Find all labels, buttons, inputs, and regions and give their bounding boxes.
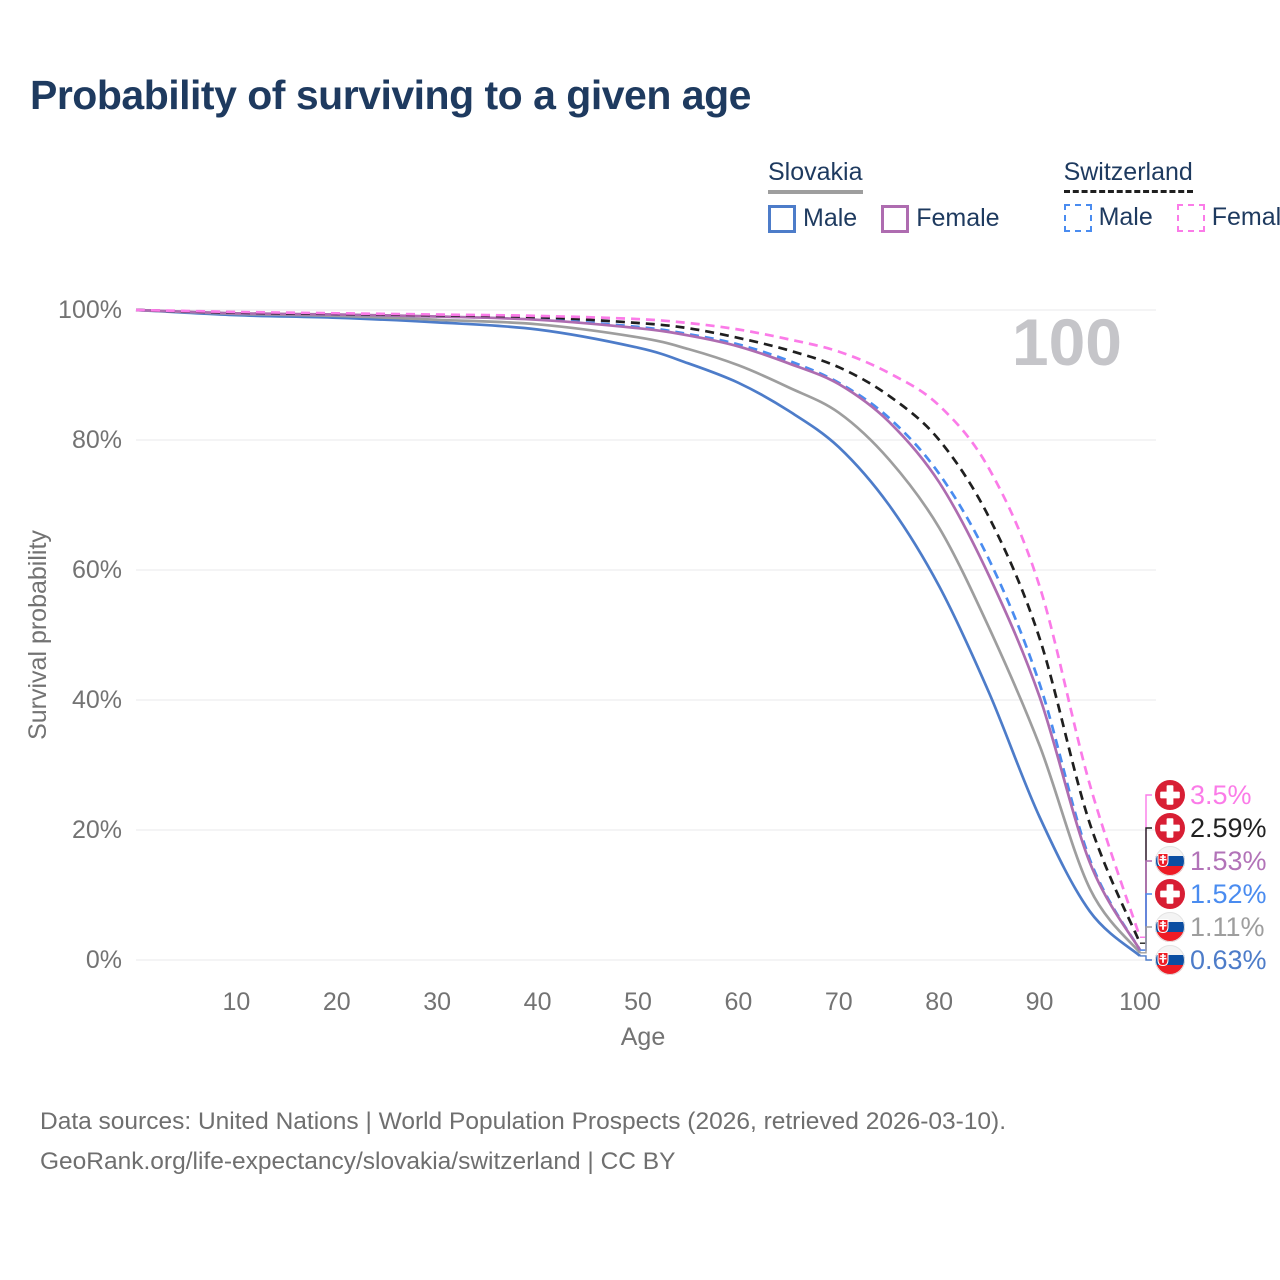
y-tick-label: 100% [58,296,122,324]
end-label-slovakia-both-sexes: 1.11% [1139,912,1265,954]
switzerland-flag-icon [1155,780,1185,810]
x-tick-label: 20 [323,988,351,1016]
slovakia-flag-icon [1155,912,1185,942]
legend-group-slovakia: Slovakia Male Female [768,158,1000,233]
y-tick-label: 60% [72,556,122,584]
chart-title: Probability of surviving to a given age [30,72,751,118]
gridlines: 0% 20% 40% 60% 80% 100% 10 20 30 40 50 60 70 80 90 100 [58,296,1161,1016]
legend-items-slovakia: Male Female [768,204,1000,233]
switzerland-flag-icon [1155,879,1185,909]
end-label-switzerland-male: 1.52% [1139,879,1267,951]
y-axis-title: Survival probability [24,530,52,740]
x-axis-title: Age [621,1023,665,1051]
legend-group-switzerland: Switzerland Male Female [1063,158,1280,233]
line-slovakia-male [135,308,1141,957]
end-label-switzerland-both-sexes: 2.59% [1139,813,1267,944]
x-tick-label: 50 [624,988,652,1016]
end-value-text: 2.59% [1190,813,1267,843]
legend-item-slovakia-male[interactable]: Male [768,204,857,233]
switzerland-flag-icon [1155,813,1185,843]
switzerland-female-swatch-icon [1176,203,1205,232]
leader-line [1139,893,1152,951]
slovakia-flag-icon [1155,846,1185,876]
x-tick-label: 30 [423,988,451,1016]
footer-data-sources: Data sources: United Nations | World Pop… [40,1108,1007,1135]
series-curves [135,308,1142,957]
y-tick-label: 0% [86,946,122,974]
legend-country-switzerland[interactable]: Switzerland [1063,158,1193,193]
x-tick-label: 90 [1026,988,1054,1016]
x-tick-label: 40 [524,988,552,1016]
legend-label-switzerland-male: Male [1098,203,1153,231]
legend-item-switzerland-male[interactable]: Male [1063,203,1153,232]
line-slovakia-both-sexes [135,308,1142,954]
slovakia-female-swatch-icon [881,204,910,233]
legend: Slovakia Male Female Switzerland Male [768,158,1280,233]
end-value-text: 1.53% [1190,846,1267,876]
x-tick-label: 80 [925,988,953,1016]
legend-item-switzerland-female[interactable]: Female [1176,203,1280,232]
end-label-slovakia-female: 1.53% [1139,846,1267,951]
x-tick-label: 60 [724,988,752,1016]
legend-label-slovakia-male: Male [803,204,858,232]
legend-label-slovakia-female: Female [916,204,1000,232]
end-value-labels: 3.5%2.59%1.53%1.52%1.11%0.63% [1139,780,1267,975]
y-tick-label: 40% [72,686,122,714]
legend-country-slovakia[interactable]: Slovakia [768,158,863,194]
slovakia-flag-icon [1155,945,1185,975]
leader-line [1139,955,1152,961]
end-value-text: 1.11% [1190,912,1265,942]
slovakia-male-swatch-icon [768,204,796,233]
x-tick-label: 10 [222,988,250,1016]
end-value-text: 0.63% [1190,945,1267,975]
end-value-text: 1.52% [1190,879,1267,909]
end-label-switzerland-female: 3.5% [1139,780,1252,938]
leader-line [1139,926,1152,954]
legend-items-switzerland: Male Female [1063,203,1280,232]
end-label-slovakia-male: 0.63% [1139,945,1267,975]
y-tick-label: 20% [72,816,122,844]
footer-attribution-link[interactable]: GeoRank.org/life-expectancy/slovakia/swi… [40,1148,676,1175]
switzerland-male-swatch-icon [1063,203,1092,232]
x-tick-label: 100 [1119,988,1161,1016]
end-value-text: 3.5% [1190,780,1252,810]
x-tick-label: 70 [825,988,853,1016]
legend-item-slovakia-female[interactable]: Female [881,204,1000,233]
y-tick-label: 80% [72,426,122,454]
age-100-watermark: 100 [1012,305,1122,379]
legend-label-switzerland-female: Female [1211,203,1280,231]
line-switzerland-female [135,308,1142,938]
